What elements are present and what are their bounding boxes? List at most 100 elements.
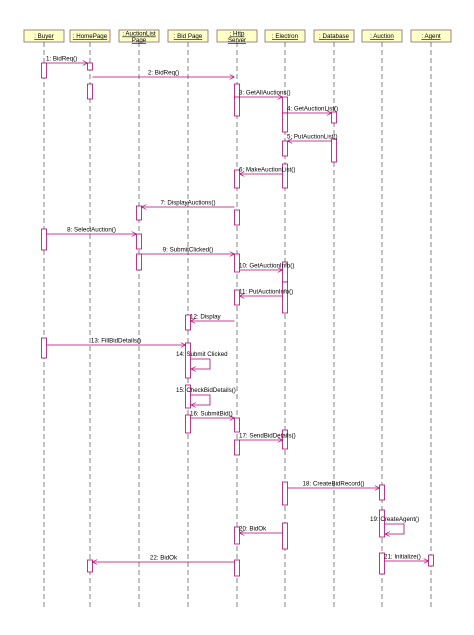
- message-17: 17: SendBidDetails(): [239, 433, 296, 441]
- participant-electron: : Electron: [264, 29, 306, 43]
- message-label: 3: GetAllAuctions(): [239, 90, 291, 97]
- message-22: 22: BidOk: [92, 555, 235, 563]
- participant-box: [69, 29, 111, 43]
- activation-bar-auction: [379, 509, 385, 538]
- participant-box: [167, 29, 209, 43]
- message-arrow: [190, 394, 211, 405]
- activation-bar-bidpage: [185, 384, 191, 409]
- message-5: 5: PutAuctionList(): [287, 134, 338, 142]
- message-19: 19: CreateAgent(): [370, 516, 419, 534]
- activation-bar-homepage: [87, 62, 93, 71]
- message-label: 19: CreateAgent(): [370, 516, 419, 523]
- message-8: 8: SelectAuction(): [46, 227, 137, 235]
- participant-label: : Auction: [370, 33, 394, 40]
- activation-bar-electron: [282, 281, 288, 314]
- message-6: 6: MakeAuctionList(): [239, 167, 295, 175]
- activation-bar-electron: [282, 112, 288, 133]
- message-9: 9: SubmitClicked(): [141, 247, 235, 255]
- message-label: 6: MakeAuctionList(): [239, 167, 295, 174]
- message-label: 20: BidOk: [239, 526, 267, 533]
- message-label: 11: PutAuctionInfo(): [239, 289, 293, 296]
- activation-bar-httpserver: [234, 526, 240, 545]
- participant-label: : Buyer: [34, 33, 54, 40]
- activation-bar-electron: [282, 522, 288, 550]
- activation-bar-agent: [428, 554, 434, 567]
- message-13: 13: FillBidDetails(): [46, 338, 186, 346]
- message-label: 16: SubmitBid(): [190, 411, 233, 418]
- activation-bar-bidpage: [185, 342, 191, 379]
- activation-bar-auctionlistpage: [136, 253, 142, 271]
- message-7: 7: DisplayAuctions(): [141, 200, 235, 208]
- message-label: 9: SubmitClicked(): [163, 247, 214, 254]
- message-10: 10: GetAuctionInfo(): [239, 263, 294, 271]
- activation-bar-auctionlistpage: [136, 233, 142, 250]
- participant-bidpage: : Bid Page: [167, 29, 209, 43]
- participant-auction: : Auction: [361, 29, 403, 43]
- participant-box: [313, 29, 355, 43]
- activation-bar-bidpage: [185, 414, 191, 434]
- activation-bar-auction: [379, 552, 385, 575]
- message-label: 18: CreateBidRecord(): [303, 481, 365, 488]
- participant-label: : Bid Page: [174, 33, 203, 40]
- activation-bar-database: [331, 111, 337, 124]
- message-11: 11: PutAuctionInfo(): [239, 289, 293, 297]
- participant-label: : Database: [319, 33, 349, 40]
- participant-box: [23, 29, 65, 43]
- activation-bar-httpserver: [234, 209, 240, 226]
- participant-database: : Database: [313, 29, 355, 43]
- participant-label: : AuctionList: [122, 31, 156, 38]
- participant-label: : Http: [230, 31, 245, 38]
- message-16: 16: SubmitBid(): [190, 411, 235, 419]
- message-label: 14: Submit Clicked: [176, 351, 228, 358]
- activation-bar-homepage: [87, 83, 93, 100]
- message-label: 1: BidReq(): [46, 56, 77, 63]
- activation-bar-auction: [379, 484, 385, 501]
- participant-box: [410, 29, 452, 43]
- message-4: 4: GetAuctionList(): [287, 106, 338, 114]
- message-1: 1: BidReq(): [46, 56, 88, 64]
- message-label: 22: BidOk: [150, 555, 178, 562]
- message-label: 4: GetAuctionList(): [287, 106, 338, 113]
- activation-bar-electron: [282, 163, 288, 189]
- participant-label: : HomePage: [73, 33, 108, 40]
- participant-agent: : Agent: [410, 29, 452, 43]
- message-3: 3: GetAllAuctions(): [239, 90, 291, 98]
- message-arrow: [384, 523, 405, 534]
- activation-bar-buyer: [41, 337, 47, 359]
- activation-bar-buyer: [41, 228, 47, 251]
- message-label: 15: CheckBidDetails(): [176, 387, 236, 394]
- message-label: 5: PutAuctionList(): [287, 134, 338, 141]
- participant-label: Page: [132, 37, 147, 44]
- activation-bar-electron: [282, 429, 288, 450]
- message-2: 2: BidReq(): [92, 70, 235, 78]
- message-label: 2: BidReq(): [148, 70, 179, 77]
- message-18: 18: CreateBidRecord(): [287, 481, 380, 489]
- message-label: 7: DisplayAuctions(): [160, 200, 215, 207]
- message-label: 10: GetAuctionInfo(): [239, 263, 294, 270]
- message-arrow: [190, 358, 211, 369]
- activation-bar-httpserver: [234, 169, 240, 189]
- activation-bar-httpserver: [234, 559, 240, 577]
- activation-bar-buyer: [41, 62, 47, 79]
- message-label: 21: Initialize(): [384, 554, 421, 561]
- participant-box: [361, 29, 403, 43]
- participant-buyer: : Buyer: [23, 29, 65, 43]
- activation-bar-homepage: [87, 559, 93, 573]
- message-14: 14: Submit Clicked: [176, 351, 228, 369]
- activation-bar-httpserver: [234, 439, 240, 456]
- activation-bar-electron: [282, 140, 288, 157]
- participant-label: : Electron: [272, 33, 299, 40]
- participant-homepage: : HomePage: [69, 29, 111, 43]
- participant-box: [118, 29, 160, 43]
- message-label: 17: SendBidDetails(): [239, 433, 296, 440]
- message-21: 21: Initialize(): [384, 554, 429, 562]
- participant-box: [264, 29, 306, 43]
- activation-bar-httpserver: [234, 253, 240, 273]
- participant-label: : Agent: [421, 33, 441, 40]
- activation-bar-database: [331, 138, 337, 163]
- activation-bar-auctionlistpage: [136, 205, 142, 221]
- activation-bar-httpserver: [234, 417, 240, 433]
